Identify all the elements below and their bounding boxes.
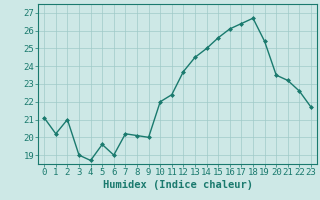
X-axis label: Humidex (Indice chaleur): Humidex (Indice chaleur)	[103, 180, 252, 190]
